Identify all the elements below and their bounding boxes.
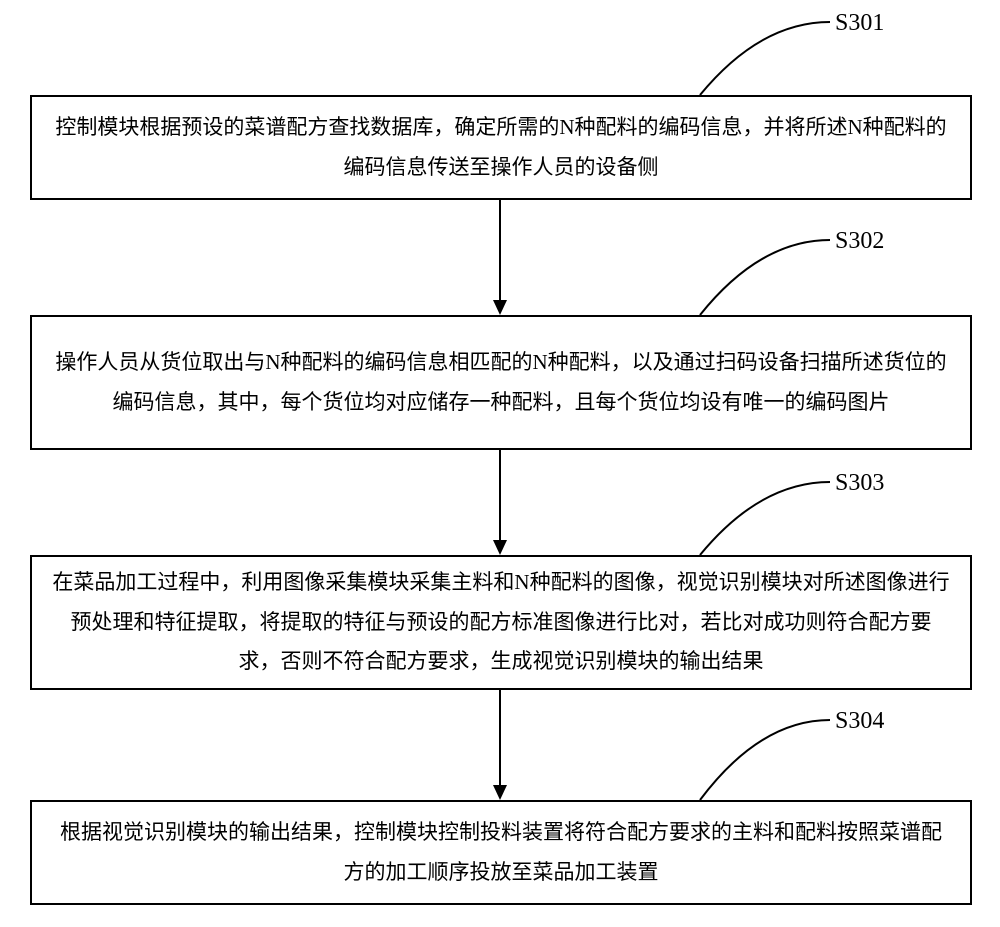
step-text-3: 在菜品加工过程中，利用图像采集模块采集主料和N种配料的图像，视觉识别模块对所述图… xyxy=(52,563,950,683)
step-label-s302: S302 xyxy=(835,228,884,255)
step-box-2: 操作人员从货位取出与N种配料的编码信息相匹配的N种配料，以及通过扫码设备扫描所述… xyxy=(30,315,972,450)
step-label-s301: S301 xyxy=(835,10,884,37)
step-box-3: 在菜品加工过程中，利用图像采集模块采集主料和N种配料的图像，视觉识别模块对所述图… xyxy=(30,555,972,690)
flowchart-canvas: S301 S302 S303 S304 控制模块根据预设的菜谱配方查找数据库，确… xyxy=(0,0,1000,927)
step-text-1: 控制模块根据预设的菜谱配方查找数据库，确定所需的N种配料的编码信息，并将所述N种… xyxy=(52,108,950,188)
step-box-1: 控制模块根据预设的菜谱配方查找数据库，确定所需的N种配料的编码信息，并将所述N种… xyxy=(30,95,972,200)
step-text-2: 操作人员从货位取出与N种配料的编码信息相匹配的N种配料，以及通过扫码设备扫描所述… xyxy=(52,343,950,423)
step-label-s303: S303 xyxy=(835,470,884,497)
step-label-s304: S304 xyxy=(835,708,884,735)
step-text-4: 根据视觉识别模块的输出结果，控制模块控制投料装置将符合配方要求的主料和配料按照菜… xyxy=(52,813,950,893)
step-box-4: 根据视觉识别模块的输出结果，控制模块控制投料装置将符合配方要求的主料和配料按照菜… xyxy=(30,800,972,905)
